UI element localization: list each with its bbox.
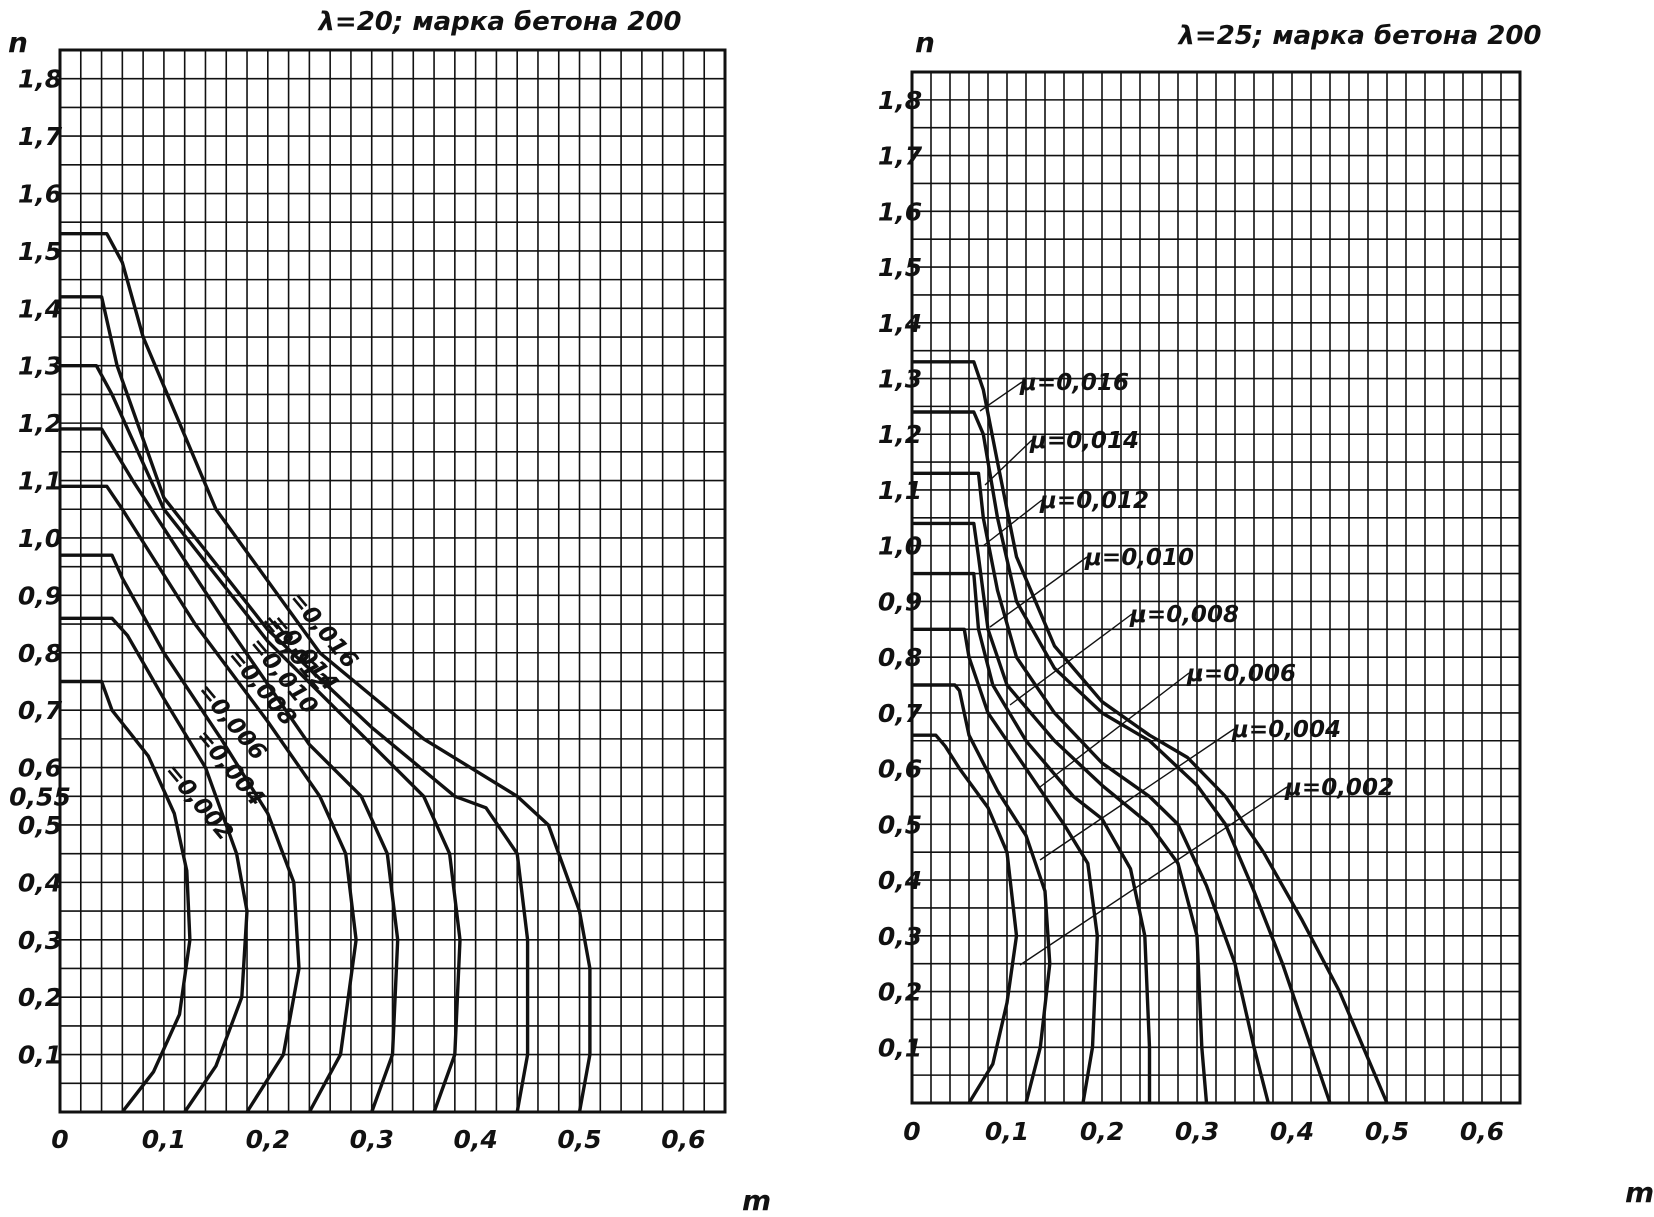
y-tick-label: 0,1 bbox=[878, 1033, 922, 1062]
x-axis-label: m bbox=[1625, 1176, 1654, 1209]
label-leader-line bbox=[979, 381, 1023, 412]
y-tick-label: 1,2 bbox=[18, 409, 62, 438]
series-line bbox=[912, 733, 1019, 1104]
series-line bbox=[60, 484, 358, 1113]
plot-frame bbox=[58, 48, 727, 1114]
y-tick-label: 1,5 bbox=[878, 253, 922, 282]
y-tick-label: 1,4 bbox=[878, 309, 922, 338]
series-line bbox=[912, 521, 1209, 1104]
series-label: μ=0,014 bbox=[1029, 428, 1139, 454]
x-tick-label: 0,5 bbox=[1365, 1117, 1409, 1146]
chart-right: λ=25; марка бетона 200 n m 0,1 0,2 0,3 0,4 0… bbox=[878, 21, 1654, 1209]
series-line bbox=[912, 471, 1270, 1104]
series-label: μ=0,006 bbox=[1186, 661, 1296, 687]
x-tick-label: 0,6 bbox=[661, 1125, 705, 1154]
y-tick-label: 1,7 bbox=[18, 122, 63, 151]
x-tick-label: 0,4 bbox=[1270, 1117, 1314, 1146]
y-tick-label: 1,8 bbox=[18, 65, 62, 94]
y-tick-label: 1,0 bbox=[878, 532, 922, 561]
grid bbox=[60, 50, 725, 1112]
series-line bbox=[60, 553, 301, 1113]
x-tick-label: 0,2 bbox=[1080, 1117, 1124, 1146]
series-line bbox=[60, 364, 462, 1113]
y-axis-label: n bbox=[8, 26, 28, 59]
series-line bbox=[912, 627, 1099, 1104]
series-line bbox=[912, 571, 1152, 1103]
grid bbox=[912, 72, 1520, 1103]
y-tick-label: 1,3 bbox=[18, 352, 62, 381]
series-line bbox=[60, 427, 400, 1113]
chart-left: λ=20; марка бетона 200 n m 0,1 0,2 0,3 0,4 0… bbox=[8, 7, 771, 1217]
x-tick-label: 0,6 bbox=[1460, 1117, 1504, 1146]
series-line bbox=[60, 295, 530, 1113]
y-axis-label: n bbox=[915, 26, 935, 59]
y-tick-label: 1,6 bbox=[18, 180, 62, 209]
y-tick-label: 0,9 bbox=[18, 581, 62, 610]
y-tick-label: 0,2 bbox=[18, 983, 62, 1012]
x-tick-label: 0 bbox=[903, 1117, 920, 1146]
y-tick-label: 0,5 bbox=[18, 811, 62, 840]
label-leader-line bbox=[982, 499, 1043, 547]
y-tick-label: 0,8 bbox=[878, 643, 922, 672]
series-label: μ=0,016 bbox=[1019, 370, 1129, 396]
y-tick-label: 0,6 bbox=[18, 754, 62, 783]
y-tick-label: 0,7 bbox=[878, 699, 923, 728]
series-line bbox=[912, 410, 1332, 1104]
y-tick-label: 1,0 bbox=[18, 524, 62, 553]
y-tick-label: 1,7 bbox=[878, 142, 923, 171]
series-line bbox=[912, 683, 1052, 1104]
x-tick-label: 0,4 bbox=[453, 1125, 497, 1154]
y-tick-label: 1,8 bbox=[878, 86, 922, 115]
y-tick-label: 0,3 bbox=[878, 922, 922, 951]
label-leader-line bbox=[1009, 613, 1133, 706]
y-tick-label: 1,1 bbox=[878, 476, 922, 505]
y-tick-label: 0,1 bbox=[18, 1041, 62, 1070]
plot-frame bbox=[910, 70, 1522, 1105]
x-tick-label: 0,3 bbox=[350, 1125, 394, 1154]
x-tick-label: 0 bbox=[51, 1125, 68, 1154]
x-tick-label: 0,1 bbox=[142, 1125, 186, 1154]
y-tick-label: 0,9 bbox=[878, 587, 922, 616]
y-tick-label: 1,1 bbox=[18, 467, 62, 496]
y-tick-label: 1,4 bbox=[18, 294, 62, 323]
x-tick-label: 0,3 bbox=[1175, 1117, 1219, 1146]
series-line bbox=[912, 360, 1389, 1104]
series-label: μ=0,002 bbox=[1284, 775, 1394, 801]
x-tick-label: 0,5 bbox=[557, 1125, 601, 1154]
label-leader-line bbox=[1019, 786, 1288, 966]
y-tick-label: 1,5 bbox=[18, 237, 62, 266]
series-label: μ=0,010 bbox=[1084, 545, 1194, 571]
y-tick-label: 1,3 bbox=[878, 365, 922, 394]
label-leader-line bbox=[984, 439, 1033, 486]
x-axis-label: m bbox=[742, 1184, 771, 1217]
chart-title: λ=25; марка бетона 200 bbox=[1176, 21, 1541, 51]
chart-title: λ=20; марка бетона 200 bbox=[316, 7, 681, 37]
x-tick-label: 0,1 bbox=[985, 1117, 1029, 1146]
y-tick-label: 0,4 bbox=[878, 866, 922, 895]
series-label: μ=0,004 bbox=[1231, 717, 1341, 743]
y-tick-label: 0,2 bbox=[878, 978, 922, 1007]
series-label: μ=0,008 bbox=[1129, 602, 1239, 628]
y-tick-label: 1,6 bbox=[878, 197, 922, 226]
series-label: μ=0,012 bbox=[1039, 488, 1149, 514]
y-tick-label: 0,3 bbox=[18, 926, 62, 955]
x-tick-label: 0,2 bbox=[246, 1125, 290, 1154]
y-tick-label: 0,4 bbox=[18, 868, 62, 897]
y-tick-label: 1,2 bbox=[878, 420, 922, 449]
y-tick-label: 0,5 bbox=[878, 810, 922, 839]
series-line bbox=[60, 679, 192, 1114]
series-line bbox=[60, 232, 592, 1113]
series-line bbox=[60, 616, 249, 1113]
y-tick-label: 0,8 bbox=[18, 639, 62, 668]
y-tick-label: 0,55 bbox=[9, 782, 71, 811]
y-tick-label: 0,7 bbox=[18, 696, 63, 725]
y-tick-label: 0,6 bbox=[878, 755, 922, 784]
label-leader-line bbox=[1039, 672, 1190, 788]
